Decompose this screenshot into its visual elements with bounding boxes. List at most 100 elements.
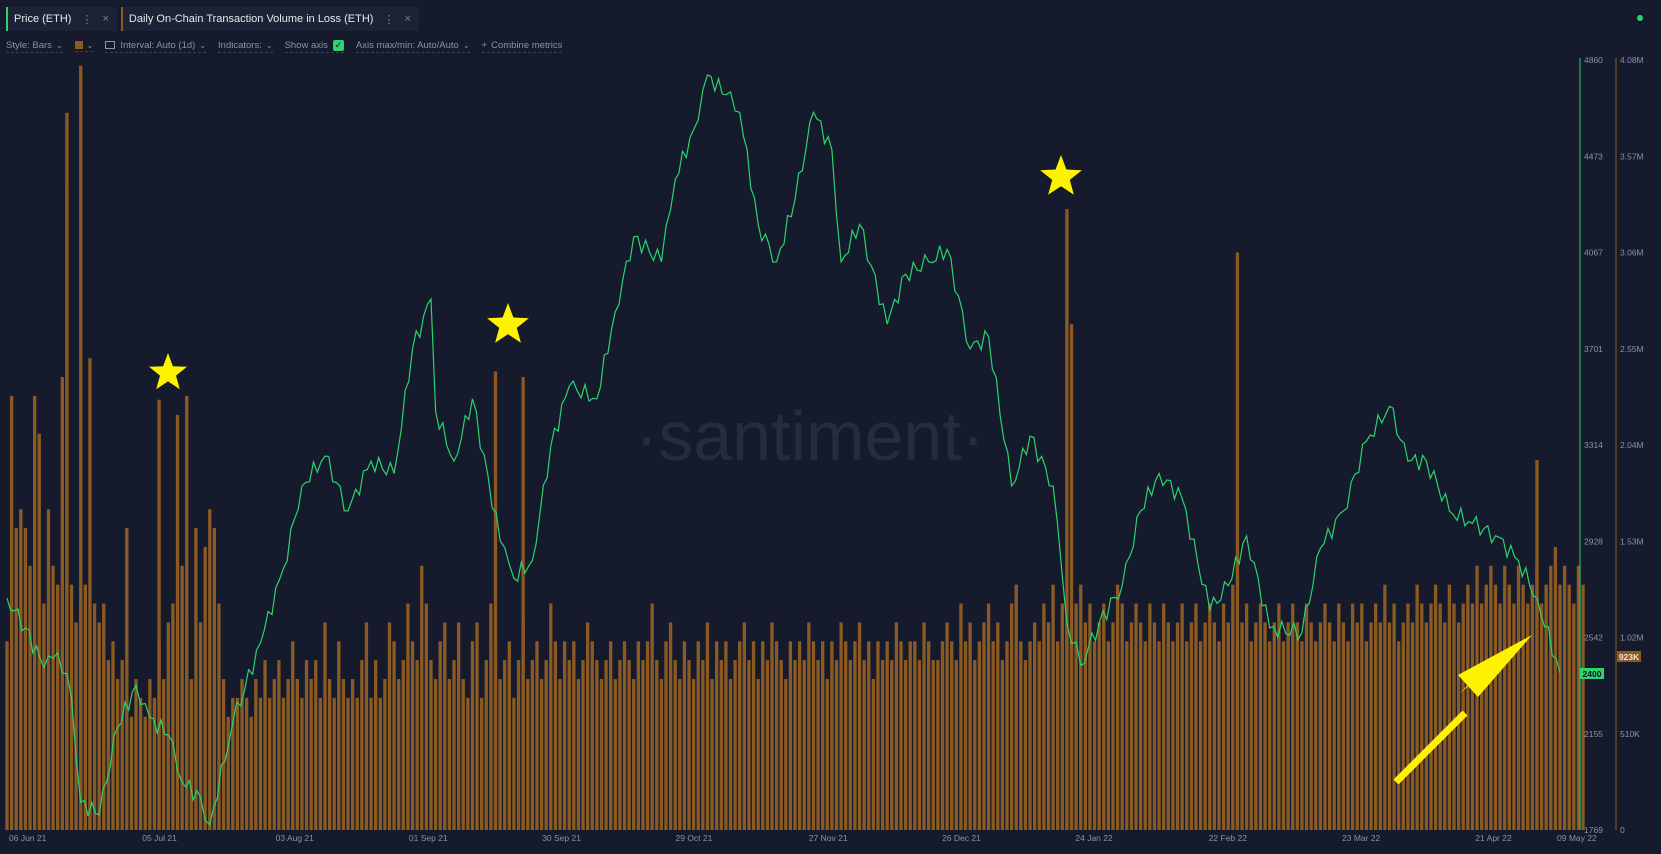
volume-bar <box>1539 603 1544 830</box>
volume-bar <box>797 641 802 830</box>
volume-bar <box>1037 641 1041 830</box>
volume-bar <box>235 697 240 830</box>
volume-bar <box>526 679 530 830</box>
price-line <box>6 74 1561 827</box>
combine-metrics-button[interactable]: + Combine metrics <box>481 39 563 53</box>
volume-bar <box>263 660 267 830</box>
volume-bar <box>115 679 120 830</box>
volume-bar <box>1171 641 1175 830</box>
volume-bar <box>1489 565 1493 830</box>
volume-bar <box>894 622 899 830</box>
tab-price-eth[interactable]: Price (ETH) ⋮ × <box>6 7 117 31</box>
volume-bar <box>1332 641 1336 830</box>
volume-bar <box>779 660 783 830</box>
more-menu-icon[interactable]: ⋮ <box>383 13 395 26</box>
volume-spike-bar <box>521 377 525 830</box>
volume-bar <box>217 603 221 830</box>
volume-bar <box>784 679 788 830</box>
volume-bar <box>378 697 382 830</box>
price-axis-ticks: 4860 4473 4067 3701 3314 2928 2542 2155 1769 <box>1584 55 1603 835</box>
volume-bar <box>581 660 585 830</box>
volume-bar <box>143 716 147 830</box>
volume-bar <box>240 679 244 830</box>
volume-tick-label: 1.53M <box>1620 536 1644 546</box>
show-axis-toggle[interactable]: Show axis ✓ <box>284 39 344 53</box>
checkbox-checked-icon[interactable]: ✓ <box>332 39 344 51</box>
volume-bar <box>1157 641 1161 830</box>
interval-dropdown[interactable]: Interval: Auto (1d) ⌄ <box>105 40 207 53</box>
volume-bar <box>1023 660 1028 830</box>
close-icon[interactable]: × <box>102 13 109 25</box>
volume-bar <box>645 641 650 830</box>
volume-bar <box>604 660 608 830</box>
volume-bar <box>954 660 958 830</box>
x-tick-label: 27 Nov 21 <box>809 833 848 843</box>
volume-bar <box>19 509 23 830</box>
volume-bar <box>364 622 369 830</box>
volume-bar <box>715 641 719 830</box>
volume-bar <box>369 697 373 830</box>
volume-bar <box>120 660 124 830</box>
volume-bar <box>1134 603 1138 830</box>
tab-volume-in-loss[interactable]: Daily On-Chain Transaction Volume in Los… <box>120 7 419 31</box>
style-dropdown[interactable]: Style: Bars ⌄ <box>6 40 63 53</box>
volume-spike-bar <box>157 399 161 830</box>
volume-bar <box>1019 641 1023 830</box>
volume-bar <box>664 641 668 830</box>
volume-bar <box>162 679 166 830</box>
volume-bar <box>1152 622 1157 830</box>
volume-bar <box>1410 622 1415 830</box>
volume-bar <box>705 622 710 830</box>
x-axis-ticks: 06 Jun 21 05 Jul 21 03 Aug 21 01 Sep 21 30 S… <box>9 833 1597 843</box>
volume-bar <box>360 660 364 830</box>
volume-bar <box>765 660 770 830</box>
x-tick-label: 23 Mar 22 <box>1342 833 1381 843</box>
volume-bar <box>1581 584 1585 830</box>
volume-bar <box>1217 641 1221 830</box>
volume-bar <box>844 641 848 830</box>
volume-bar <box>424 603 429 830</box>
volume-bar <box>69 584 74 830</box>
volume-bar <box>1378 622 1382 830</box>
volume-bar <box>1194 603 1198 830</box>
volume-bar <box>258 697 263 830</box>
indicators-dropdown[interactable]: Indicators: ⌄ <box>218 40 273 53</box>
plus-icon: + <box>481 39 488 51</box>
volume-bar <box>622 641 627 830</box>
volume-bar <box>429 660 433 830</box>
color-picker[interactable]: ⌄ <box>74 41 94 52</box>
volume-bar <box>982 622 986 830</box>
volume-bar <box>839 622 843 830</box>
volume-bar <box>475 622 479 830</box>
volume-bar <box>1507 584 1511 830</box>
volume-bar <box>1526 603 1530 830</box>
volume-bar <box>1558 584 1562 830</box>
volume-bar <box>1387 622 1392 830</box>
volume-bar <box>410 641 415 830</box>
volume-bar <box>1060 603 1064 830</box>
volume-bar <box>1470 603 1475 830</box>
volume-bar <box>221 679 226 830</box>
volume-bar <box>332 697 336 830</box>
volume-bar <box>678 679 682 830</box>
volume-bar <box>466 697 470 830</box>
volume-bar <box>572 641 576 830</box>
volume-bar <box>443 622 447 830</box>
volume-bar <box>1074 603 1078 830</box>
volume-bar <box>433 679 438 830</box>
volume-bar <box>963 641 968 830</box>
volume-spike-bar <box>88 358 92 830</box>
volume-bar <box>1143 641 1147 830</box>
axis-minmax-label: Axis max/min: Auto/Auto <box>355 39 459 51</box>
volume-bar <box>1268 641 1272 830</box>
volume-bar <box>1189 622 1193 830</box>
volume-bar <box>1438 603 1442 830</box>
volume-bar <box>401 660 405 830</box>
volume-bar <box>415 660 419 830</box>
more-menu-icon[interactable]: ⋮ <box>81 13 93 26</box>
volume-bar <box>682 641 687 830</box>
axis-minmax-dropdown[interactable]: Axis max/min: Auto/Auto ⌄ <box>355 39 470 53</box>
volume-bar <box>668 622 673 830</box>
close-icon[interactable]: × <box>404 13 411 25</box>
